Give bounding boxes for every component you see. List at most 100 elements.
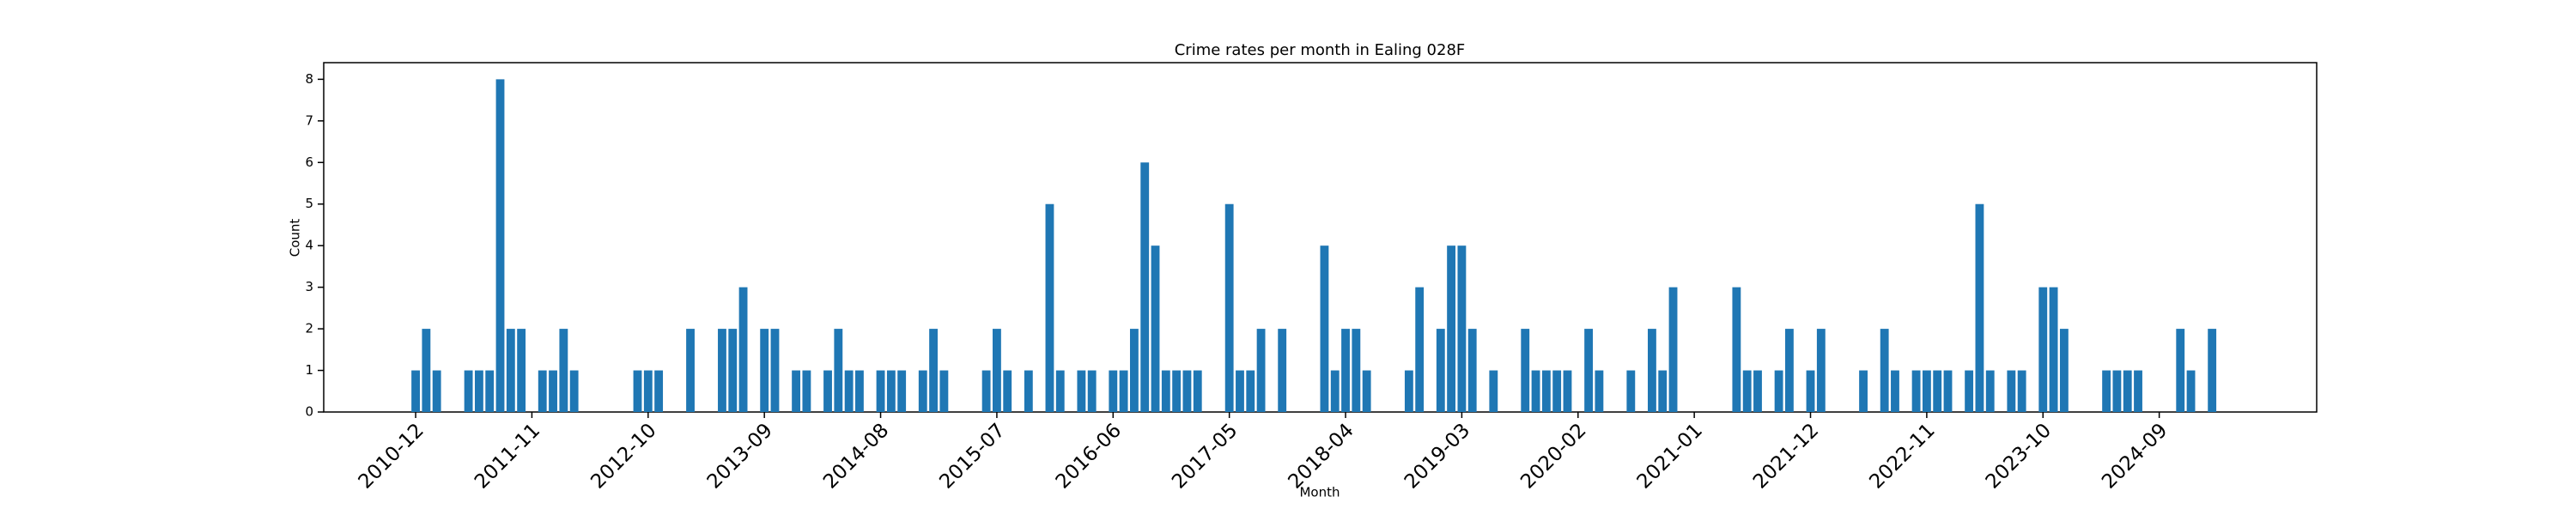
- chart-title: Crime rates per month in Ealing 028F: [1175, 41, 1466, 59]
- bar: [770, 329, 780, 412]
- y-tick-label: 7: [305, 112, 313, 128]
- bar: [1193, 370, 1202, 412]
- bar: [2112, 370, 2122, 412]
- x-tick-label: 2021-01: [1633, 419, 1707, 493]
- bar: [1531, 370, 1540, 412]
- bar: [823, 370, 832, 412]
- bar: [1859, 370, 1868, 412]
- bar: [2186, 370, 2196, 412]
- bar: [1552, 370, 1562, 412]
- bar: [918, 370, 927, 412]
- bar: [1732, 287, 1741, 412]
- bar: [792, 370, 801, 412]
- bar: [738, 287, 748, 412]
- bar: [2123, 370, 2132, 412]
- bar: [2176, 329, 2185, 412]
- bar: [1024, 370, 1033, 412]
- x-tick-label: 2015-07: [935, 419, 1009, 493]
- bar: [1457, 245, 1467, 412]
- bar: [1055, 370, 1065, 412]
- bar: [1256, 329, 1266, 412]
- bar: [1521, 329, 1530, 412]
- bar: [992, 329, 1001, 412]
- bar: [886, 370, 896, 412]
- y-tick-label: 5: [305, 196, 313, 211]
- y-tick-label: 0: [305, 404, 313, 420]
- bar: [1595, 370, 1604, 412]
- y-tick-label: 8: [305, 71, 313, 87]
- y-tick-label: 3: [305, 279, 313, 294]
- bar: [1224, 203, 1234, 412]
- bar: [834, 329, 843, 412]
- x-tick-label: 2023-10: [1982, 419, 2056, 493]
- bar: [1320, 245, 1329, 412]
- bar: [1182, 370, 1192, 412]
- bar: [1436, 329, 1445, 412]
- bar: [2134, 370, 2142, 412]
- x-tick-label: 2020-02: [1516, 419, 1590, 493]
- bar: [1806, 370, 1815, 412]
- bar: [538, 370, 547, 412]
- bar: [728, 329, 738, 412]
- bar: [802, 370, 811, 412]
- x-tick-label: 2024-09: [2098, 419, 2172, 493]
- bar: [1330, 370, 1340, 412]
- bar: [1172, 370, 1182, 412]
- bar: [1933, 370, 1942, 412]
- bar: [1626, 370, 1636, 412]
- bar: [495, 79, 505, 412]
- bar: [1003, 370, 1012, 412]
- bar: [1362, 370, 1371, 412]
- bar: [1658, 370, 1668, 412]
- y-tick-label: 6: [305, 154, 313, 170]
- y-tick-label: 2: [305, 321, 313, 336]
- bar: [1816, 329, 1826, 412]
- bar: [1246, 370, 1255, 412]
- bar: [1880, 329, 1889, 412]
- bar: [474, 370, 483, 412]
- bar: [517, 329, 526, 412]
- bar: [1447, 245, 1456, 412]
- bar: [1161, 370, 1170, 412]
- bar: [760, 329, 769, 412]
- bar: [718, 329, 726, 412]
- bar: [1911, 370, 1921, 412]
- bar: [1541, 370, 1551, 412]
- x-tick-label: 2013-09: [703, 419, 777, 493]
- bar: [549, 370, 557, 412]
- x-tick-label: 2017-05: [1168, 419, 1242, 493]
- x-axis-label: Month: [1299, 485, 1340, 500]
- x-tick-label: 2021-12: [1749, 419, 1823, 493]
- bar: [2049, 287, 2058, 412]
- bar: [464, 370, 473, 412]
- bar: [1109, 370, 1118, 412]
- bar: [1236, 370, 1244, 412]
- bar: [1774, 370, 1783, 412]
- bar: [2007, 370, 2016, 412]
- bar: [1965, 370, 1974, 412]
- bar: [654, 370, 664, 412]
- bar: [411, 370, 420, 412]
- bar: [1668, 287, 1678, 412]
- bar: [1975, 203, 1984, 412]
- bar: [643, 370, 653, 412]
- bar: [1045, 203, 1054, 412]
- bar: [1742, 370, 1752, 412]
- bar: [559, 329, 568, 412]
- x-tick-label: 2014-08: [819, 419, 893, 493]
- bar: [422, 329, 431, 412]
- bar: [1077, 370, 1086, 412]
- y-tick-label: 4: [305, 238, 313, 253]
- bar: [2017, 370, 2026, 412]
- y-axis-label: Count: [288, 219, 303, 258]
- bar: [633, 370, 642, 412]
- x-tick-label: 2019-03: [1400, 419, 1474, 493]
- bar: [1129, 329, 1139, 412]
- bar: [485, 370, 495, 412]
- bar: [432, 370, 441, 412]
- x-tick-label: 2012-10: [586, 419, 660, 493]
- bar: [1415, 287, 1425, 412]
- x-tick-label: 2010-12: [355, 419, 428, 493]
- bar: [1119, 370, 1128, 412]
- bar: [939, 370, 949, 412]
